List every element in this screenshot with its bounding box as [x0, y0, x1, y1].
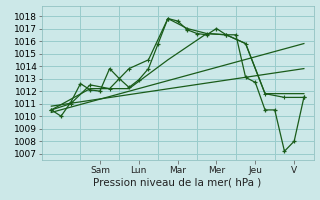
- X-axis label: Pression niveau de la mer( hPa ): Pression niveau de la mer( hPa ): [93, 177, 262, 187]
